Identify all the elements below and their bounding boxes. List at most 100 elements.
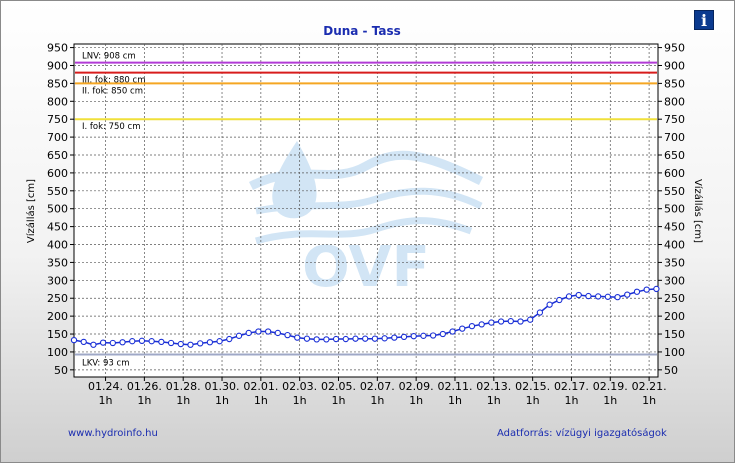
y-axis-right: 50 100 150 200 250 300 350 400 450 500 550 600 650 70…	[658, 42, 685, 377]
data-point	[527, 316, 534, 323]
data-point	[449, 328, 456, 335]
data-point	[187, 341, 194, 348]
x-tick-date-label: 02.21.	[632, 380, 667, 393]
x-tick-hour-label: 1h	[176, 394, 190, 407]
data-point	[536, 309, 544, 316]
y-tick-label: 350	[47, 256, 68, 269]
x-tick-hour-label: 1h	[137, 394, 151, 407]
data-point	[614, 294, 621, 301]
y-tick-label: 600	[664, 167, 685, 180]
info-icon[interactable]: i	[694, 10, 714, 30]
y-tick-label: 450	[47, 221, 68, 234]
plot-area	[73, 43, 659, 378]
reference-line-label: III. fok: 880 cm	[82, 76, 145, 86]
data-point	[245, 329, 252, 337]
data-point	[575, 291, 582, 299]
data-point	[633, 288, 641, 295]
data-point	[439, 330, 446, 338]
y-tick-label: 750	[664, 113, 685, 126]
watermark-wave-3	[254, 217, 473, 245]
data-point	[497, 318, 505, 325]
x-tick-date-label: 02.15.	[515, 380, 550, 393]
y-tick-label: 400	[664, 239, 685, 252]
data-point	[284, 331, 291, 339]
watermark-drop-icon	[272, 141, 317, 219]
y-tick-label: 50	[54, 364, 68, 377]
y-tick-label: 550	[664, 185, 685, 198]
x-tick-date-label: 02.11.	[437, 380, 472, 393]
data-point	[109, 339, 116, 347]
x-tick-hour-label: 1h	[564, 394, 578, 407]
x-tick-date-label: 02.03.	[282, 380, 317, 393]
y-tick-label: 500	[664, 203, 685, 216]
y-tick-label: 150	[47, 328, 68, 341]
y-axis-label-left: Vízállás [cm]	[25, 179, 37, 243]
data-point	[70, 336, 78, 344]
y-tick-label: 400	[47, 239, 68, 252]
data-point	[313, 336, 320, 343]
data-point	[206, 339, 214, 346]
watermark-wave-1	[248, 150, 484, 191]
y-tick-label: 250	[47, 292, 68, 305]
x-tick-hour-label: 1h	[603, 394, 617, 407]
series-layer	[70, 285, 660, 348]
y-tick-label: 650	[47, 149, 68, 162]
y-tick-label: 850	[664, 77, 685, 90]
y-tick-label: 900	[664, 59, 685, 72]
data-point	[303, 335, 311, 342]
data-point	[342, 335, 349, 343]
ovf-watermark: OVF	[248, 141, 484, 300]
y-axis-label-right: Vízállás [cm]	[692, 179, 704, 243]
x-tick-hour-label: 1h	[99, 394, 113, 407]
y-tick-label: 200	[664, 310, 685, 323]
x-tick-hour-label: 1h	[448, 394, 462, 407]
x-tick-hour-label: 1h	[215, 394, 229, 407]
data-point	[429, 332, 437, 339]
y-tick-label: 150	[664, 328, 685, 341]
data-point	[643, 286, 650, 293]
hydroinfo-link[interactable]: www.hydroinfo.hu	[68, 428, 158, 439]
data-point	[90, 341, 97, 348]
data-point	[653, 285, 660, 293]
data-point	[235, 332, 243, 339]
y-tick-label: 950	[664, 42, 685, 55]
data-point	[264, 328, 272, 335]
data-point	[138, 337, 146, 344]
x-tick-date-label: 02.13.	[476, 380, 511, 393]
x-tick-date-label: 01.28.	[166, 380, 201, 393]
y-tick-label: 300	[664, 274, 685, 287]
data-point	[410, 333, 417, 340]
data-point	[371, 335, 379, 342]
data-point	[119, 339, 126, 346]
y-tick-label: 250	[664, 292, 685, 305]
x-tick-date-label: 02.07.	[360, 380, 395, 393]
y-tick-label: 800	[47, 95, 68, 108]
x-tick-hour-label: 1h	[409, 394, 423, 407]
data-point	[129, 338, 136, 345]
data-point	[420, 332, 427, 339]
y-tick-label: 700	[47, 131, 68, 144]
y-tick-label: 950	[47, 42, 68, 55]
y-tick-label: 450	[664, 221, 685, 234]
y-tick-label: 550	[47, 185, 68, 198]
data-point	[478, 321, 485, 328]
data-point	[517, 318, 524, 325]
x-tick-hour-label: 1h	[526, 394, 540, 407]
x-tick-date-label: 02.17.	[554, 380, 589, 393]
data-point	[197, 340, 204, 347]
data-point	[323, 336, 330, 343]
y-tick-label: 200	[47, 310, 68, 323]
y-tick-label: 350	[664, 256, 685, 269]
x-tick-hour-label: 1h	[642, 394, 656, 407]
data-point	[158, 338, 165, 346]
x-tick-date-label: 01.30.	[205, 380, 240, 393]
data-point	[332, 335, 340, 343]
data-point	[148, 338, 155, 345]
data-point	[556, 296, 563, 304]
reference-line-label: LKV: 93 cm	[82, 358, 129, 368]
y-tick-label: 850	[47, 77, 68, 90]
y-tick-label: 900	[47, 59, 68, 72]
